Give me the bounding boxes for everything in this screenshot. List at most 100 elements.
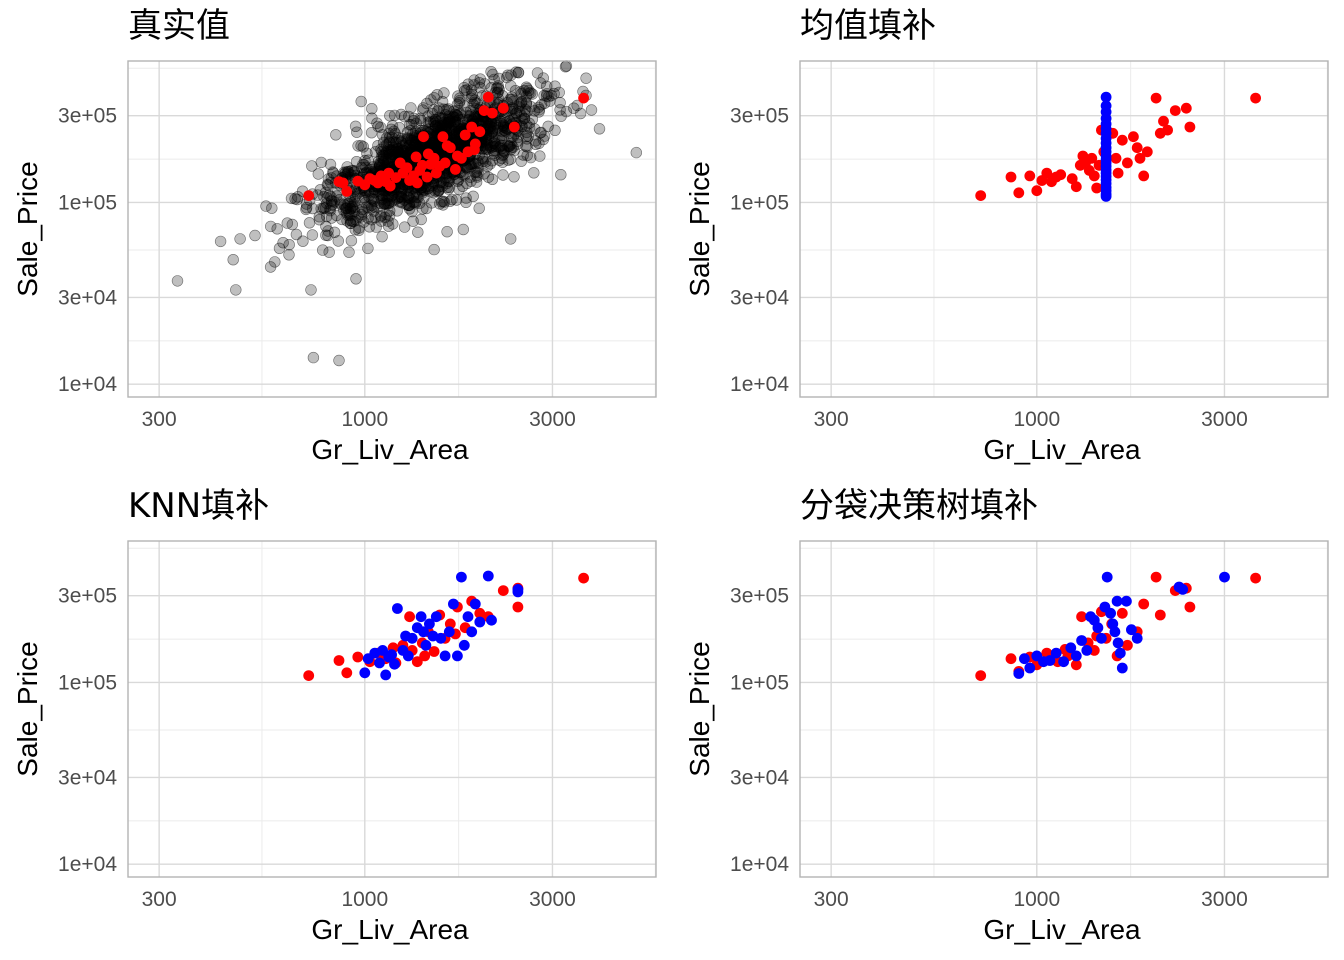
data-point bbox=[321, 210, 333, 223]
data-point bbox=[523, 87, 535, 99]
data-point bbox=[438, 87, 450, 99]
data-point bbox=[457, 223, 469, 236]
plot-area bbox=[800, 541, 1328, 877]
x-tick-label: 3000 bbox=[1201, 408, 1248, 431]
data-point bbox=[417, 102, 429, 114]
data-point bbox=[429, 185, 441, 197]
x-tick-label: 1000 bbox=[341, 408, 388, 431]
data-point bbox=[1219, 571, 1230, 583]
data-point bbox=[1141, 146, 1153, 158]
data-point bbox=[504, 93, 516, 106]
data-point bbox=[214, 235, 227, 248]
panel-3: KNN填补 300 1000 3000 1e+04 3e+04 1e+05 3e+05 Gr_L… bbox=[12, 486, 657, 945]
data-point bbox=[466, 121, 478, 133]
data-point bbox=[1088, 645, 1100, 656]
data-point bbox=[415, 611, 427, 623]
data-point bbox=[410, 117, 422, 130]
data-point bbox=[491, 87, 503, 99]
data-point bbox=[1116, 607, 1128, 619]
series-1 bbox=[975, 92, 1261, 202]
data-point bbox=[1114, 647, 1126, 659]
data-point bbox=[508, 121, 520, 133]
data-point bbox=[458, 81, 470, 94]
data-point bbox=[402, 650, 414, 662]
data-point bbox=[554, 104, 566, 116]
data-point bbox=[443, 626, 455, 638]
data-point bbox=[315, 156, 327, 169]
data-point bbox=[1177, 584, 1189, 595]
series-2 bbox=[359, 570, 524, 681]
x-tick-label: 3000 bbox=[1201, 888, 1248, 911]
y-tick-label: 1e+05 bbox=[58, 671, 117, 694]
data-point bbox=[404, 143, 417, 156]
data-point bbox=[1138, 170, 1150, 182]
data-point bbox=[474, 616, 486, 628]
data-point bbox=[486, 107, 498, 119]
data-point bbox=[975, 190, 987, 202]
y-tick-label: 3e+04 bbox=[58, 286, 117, 309]
data-point bbox=[580, 72, 592, 84]
data-point bbox=[341, 667, 353, 679]
data-point bbox=[1101, 571, 1113, 583]
y-tick-label: 3e+05 bbox=[730, 585, 789, 608]
data-point bbox=[1096, 632, 1107, 644]
data-point bbox=[277, 237, 289, 249]
data-point bbox=[456, 571, 467, 583]
data-point bbox=[482, 91, 494, 103]
data-point bbox=[1154, 609, 1166, 621]
data-point bbox=[383, 167, 395, 179]
data-point bbox=[358, 216, 370, 228]
data-point bbox=[493, 154, 506, 166]
data-point bbox=[502, 154, 514, 166]
data-point bbox=[1076, 635, 1087, 646]
data-point bbox=[324, 158, 337, 171]
x-tick-label: 1000 bbox=[1013, 408, 1060, 431]
data-point bbox=[555, 169, 567, 181]
data-point bbox=[1105, 607, 1116, 619]
data-point bbox=[525, 101, 537, 113]
data-point bbox=[359, 154, 371, 167]
data-point bbox=[1180, 102, 1192, 114]
data-point bbox=[409, 135, 422, 148]
data-point bbox=[352, 651, 364, 663]
data-point bbox=[1076, 611, 1087, 623]
data-point bbox=[328, 226, 341, 239]
data-point bbox=[1169, 105, 1181, 116]
x-tick-label: 300 bbox=[142, 888, 177, 911]
plot-area bbox=[128, 541, 656, 877]
data-point bbox=[1112, 167, 1124, 179]
panel-border bbox=[799, 60, 1329, 398]
data-point bbox=[1126, 624, 1137, 636]
data-point bbox=[404, 611, 415, 623]
series-2 bbox=[1013, 571, 1230, 679]
data-point bbox=[417, 203, 429, 215]
data-point bbox=[469, 598, 481, 610]
data-point bbox=[371, 117, 383, 129]
data-point bbox=[466, 626, 478, 638]
data-point bbox=[1116, 134, 1128, 146]
data-point bbox=[283, 249, 295, 261]
data-point bbox=[1065, 642, 1077, 654]
y-axis-title: Sale_Price bbox=[12, 641, 43, 776]
data-point bbox=[411, 656, 423, 668]
data-point bbox=[332, 235, 344, 247]
data-point bbox=[1070, 650, 1082, 662]
data-point bbox=[1184, 121, 1196, 133]
data-point bbox=[1162, 124, 1173, 136]
data-point bbox=[460, 192, 472, 204]
data-point bbox=[281, 217, 293, 229]
data-point bbox=[410, 151, 422, 163]
data-point bbox=[441, 140, 453, 152]
data-point bbox=[337, 177, 349, 189]
data-point bbox=[471, 97, 483, 109]
x-tick-label: 300 bbox=[142, 408, 177, 431]
data-point bbox=[317, 244, 329, 256]
data-point bbox=[392, 603, 403, 614]
data-point bbox=[382, 220, 395, 232]
data-point bbox=[1112, 637, 1124, 649]
y-axis-title: Sale_Price bbox=[684, 641, 715, 776]
y-tick-label: 1e+05 bbox=[730, 191, 789, 214]
panel-title: KNN填补 bbox=[128, 486, 269, 526]
data-point bbox=[386, 649, 397, 661]
data-point bbox=[405, 119, 418, 131]
